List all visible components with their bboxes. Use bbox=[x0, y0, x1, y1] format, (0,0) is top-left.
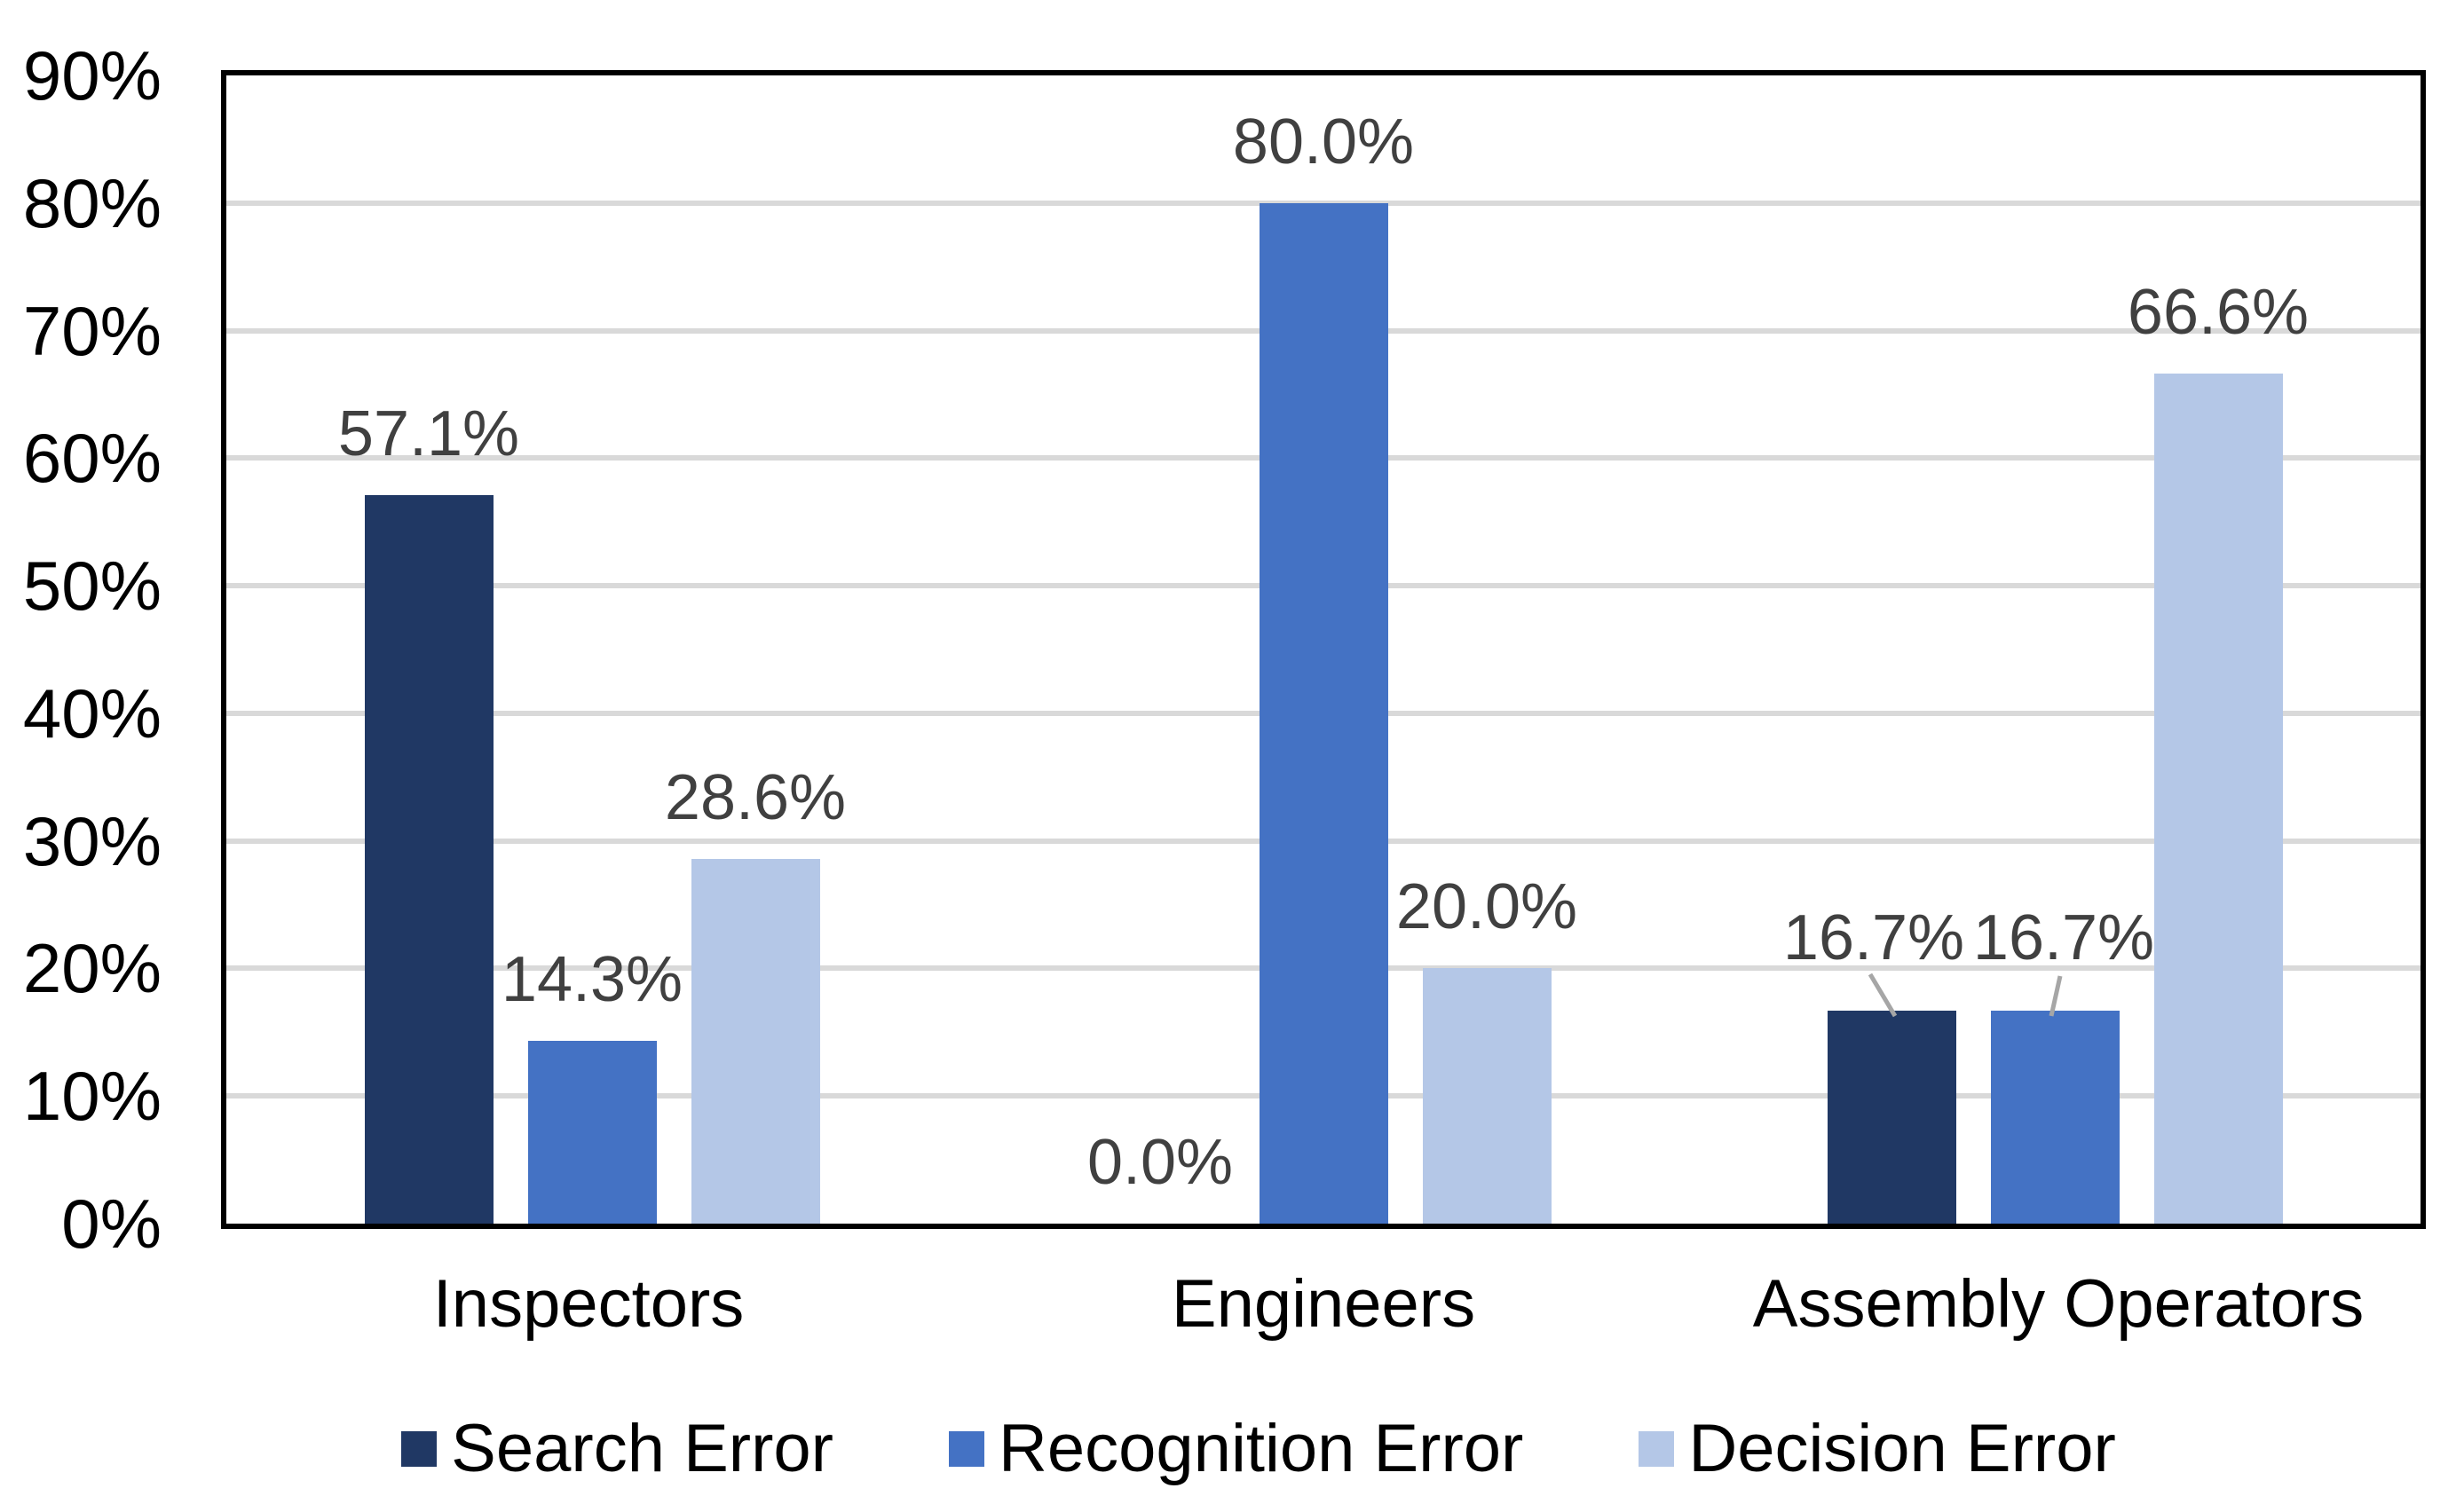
y-tick-label: 70% bbox=[22, 291, 162, 370]
category-label-engineers: Engineers bbox=[1171, 1266, 1476, 1342]
legend-label: Decision Error bbox=[1688, 1411, 2116, 1486]
y-tick-label: 90% bbox=[22, 36, 162, 114]
data-label: 80.0% bbox=[1232, 106, 1415, 177]
bar-decision-error-inspectors: 28.6% bbox=[665, 766, 846, 1224]
y-tick-label: 10% bbox=[22, 1057, 162, 1136]
category-label-inspectors: Inspectors bbox=[432, 1266, 745, 1342]
legend-marker-icon bbox=[1639, 1431, 1675, 1467]
data-label: 57.1% bbox=[337, 398, 520, 470]
legend-marker-icon bbox=[401, 1431, 438, 1467]
y-tick-label: 30% bbox=[22, 801, 162, 880]
data-label: 0.0% bbox=[1086, 1127, 1234, 1198]
data-label: 20.0% bbox=[1395, 871, 1578, 943]
bar-recognition-error-inspectors: 14.3% bbox=[501, 948, 683, 1224]
legend-item-search-error: Search Error bbox=[401, 1414, 833, 1484]
x-axis-category-labels: Inspectors Engineers Assembly Operators bbox=[221, 1264, 2426, 1344]
data-label: 14.3% bbox=[501, 944, 683, 1016]
legend-marker-icon bbox=[948, 1431, 984, 1467]
bar-group-inspectors: 57.1% 14.3% 28.6% bbox=[226, 75, 958, 1224]
bar-group-engineers: 0.0% 80.0% 20.0% bbox=[958, 75, 1689, 1224]
y-tick-label: 0% bbox=[61, 1185, 162, 1263]
data-label: 16.7% bbox=[1782, 902, 1965, 973]
category-label-assembly-operators: Assembly Operators bbox=[1752, 1266, 2365, 1342]
legend-item-decision-error: Decision Error bbox=[1639, 1411, 2116, 1486]
y-tick-label: 20% bbox=[22, 929, 162, 1008]
legend-label: Recognition Error bbox=[998, 1411, 1524, 1486]
bar-recognition-error-assembly-operators: 16.7% bbox=[1973, 906, 2154, 1224]
bar-group-assembly-operators: 16.7% 16.7% 66.6% bbox=[1689, 75, 2421, 1224]
legend-item-recognition-error: Recognition Error bbox=[948, 1411, 1524, 1486]
data-label: 28.6% bbox=[664, 761, 847, 833]
y-tick-label: 80% bbox=[22, 163, 162, 242]
bar-decision-error-engineers: 20.0% bbox=[1396, 875, 1577, 1224]
bar-search-error-assembly-operators: 16.7% bbox=[1783, 906, 1964, 1224]
bar-groups: 57.1% 14.3% 28.6% 0.0% 80.0% 20.0% 16.7% 16.7% 6… bbox=[226, 75, 2421, 1224]
label-leader-line bbox=[1868, 973, 1897, 1018]
bar-decision-error-assembly-operators: 66.6% bbox=[2128, 280, 2309, 1224]
y-tick-label: 60% bbox=[22, 419, 162, 498]
data-label: 66.6% bbox=[2127, 277, 2310, 349]
plot-area: 57.1% 14.3% 28.6% 0.0% 80.0% 20.0% 16.7% 16.7% 6… bbox=[221, 70, 2426, 1229]
bar-search-error-inspectors: 57.1% bbox=[338, 402, 519, 1224]
data-label: 16.7% bbox=[1972, 902, 2155, 973]
bar-recognition-error-engineers: 80.0% bbox=[1233, 110, 1414, 1224]
label-leader-line bbox=[2049, 975, 2062, 1017]
legend: Search Error Recognition Error Decision Er… bbox=[27, 1414, 2464, 1484]
legend-label: Search Error bbox=[451, 1411, 833, 1486]
y-tick-label: 40% bbox=[22, 673, 162, 752]
y-tick-label: 50% bbox=[22, 547, 162, 626]
